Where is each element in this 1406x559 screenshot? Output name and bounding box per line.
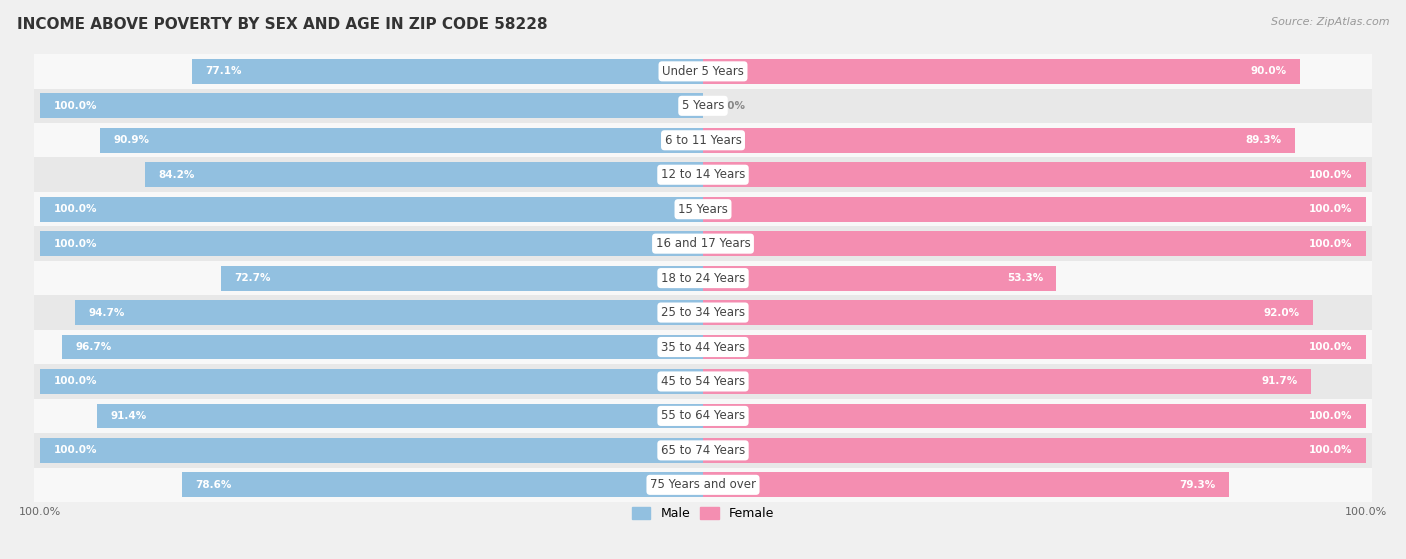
Bar: [703, 438, 1365, 463]
Bar: [34, 433, 1372, 468]
Text: 55 to 64 Years: 55 to 64 Years: [661, 409, 745, 423]
Bar: [703, 231, 1365, 256]
Bar: [34, 261, 1372, 295]
Text: 16 and 17 Years: 16 and 17 Years: [655, 237, 751, 250]
Bar: [62, 335, 703, 359]
Text: INCOME ABOVE POVERTY BY SEX AND AGE IN ZIP CODE 58228: INCOME ABOVE POVERTY BY SEX AND AGE IN Z…: [17, 17, 547, 32]
Text: 96.7%: 96.7%: [76, 342, 111, 352]
Bar: [34, 123, 1372, 158]
Bar: [97, 404, 703, 428]
Text: 45 to 54 Years: 45 to 54 Years: [661, 375, 745, 388]
Bar: [193, 59, 703, 84]
Bar: [221, 266, 703, 291]
Text: 100.0%: 100.0%: [1309, 239, 1353, 249]
Bar: [76, 300, 703, 325]
Text: 100.0%: 100.0%: [53, 446, 97, 456]
Text: 89.3%: 89.3%: [1246, 135, 1282, 145]
Bar: [34, 54, 1372, 88]
Text: 91.7%: 91.7%: [1261, 376, 1298, 386]
Bar: [703, 162, 1365, 187]
Text: 100.0%: 100.0%: [53, 101, 97, 111]
Bar: [34, 158, 1372, 192]
Bar: [34, 364, 1372, 399]
Text: 78.6%: 78.6%: [195, 480, 232, 490]
Text: 91.4%: 91.4%: [111, 411, 146, 421]
Text: 65 to 74 Years: 65 to 74 Years: [661, 444, 745, 457]
Bar: [41, 369, 703, 394]
Bar: [34, 468, 1372, 502]
Bar: [145, 162, 703, 187]
Bar: [703, 472, 1229, 498]
Bar: [34, 330, 1372, 364]
Bar: [100, 128, 703, 153]
Text: 77.1%: 77.1%: [205, 67, 242, 77]
Text: 84.2%: 84.2%: [157, 170, 194, 180]
Bar: [34, 88, 1372, 123]
Bar: [703, 197, 1365, 221]
Bar: [34, 192, 1372, 226]
Text: 72.7%: 72.7%: [235, 273, 271, 283]
Bar: [41, 197, 703, 221]
Text: 94.7%: 94.7%: [89, 307, 125, 318]
Text: Source: ZipAtlas.com: Source: ZipAtlas.com: [1271, 17, 1389, 27]
Text: 100.0%: 100.0%: [1309, 342, 1353, 352]
Text: 100.0%: 100.0%: [20, 507, 62, 517]
Text: 90.9%: 90.9%: [114, 135, 149, 145]
Text: 100.0%: 100.0%: [1309, 204, 1353, 214]
Text: 92.0%: 92.0%: [1264, 307, 1299, 318]
Bar: [703, 128, 1295, 153]
Text: 100.0%: 100.0%: [53, 239, 97, 249]
Bar: [703, 59, 1299, 84]
Text: 100.0%: 100.0%: [53, 376, 97, 386]
Text: 25 to 34 Years: 25 to 34 Years: [661, 306, 745, 319]
Bar: [34, 295, 1372, 330]
Text: 53.3%: 53.3%: [1007, 273, 1043, 283]
Text: 35 to 44 Years: 35 to 44 Years: [661, 340, 745, 353]
Text: 100.0%: 100.0%: [1309, 170, 1353, 180]
Bar: [41, 438, 703, 463]
Text: 18 to 24 Years: 18 to 24 Years: [661, 272, 745, 285]
Text: 100.0%: 100.0%: [53, 204, 97, 214]
Text: 6 to 11 Years: 6 to 11 Years: [665, 134, 741, 147]
Text: 100.0%: 100.0%: [1309, 411, 1353, 421]
Text: 12 to 14 Years: 12 to 14 Years: [661, 168, 745, 181]
Text: 0.0%: 0.0%: [716, 101, 745, 111]
Bar: [41, 93, 703, 118]
Bar: [703, 300, 1313, 325]
Bar: [41, 231, 703, 256]
Bar: [703, 404, 1365, 428]
Text: Under 5 Years: Under 5 Years: [662, 65, 744, 78]
Text: 15 Years: 15 Years: [678, 203, 728, 216]
Bar: [703, 369, 1310, 394]
Text: 79.3%: 79.3%: [1180, 480, 1215, 490]
Bar: [34, 226, 1372, 261]
Text: 90.0%: 90.0%: [1250, 67, 1286, 77]
Text: 75 Years and over: 75 Years and over: [650, 479, 756, 491]
Bar: [703, 335, 1365, 359]
Bar: [703, 266, 1056, 291]
Legend: Male, Female: Male, Female: [630, 505, 776, 523]
Bar: [181, 472, 703, 498]
Text: 5 Years: 5 Years: [682, 100, 724, 112]
Text: 100.0%: 100.0%: [1309, 446, 1353, 456]
Text: 100.0%: 100.0%: [1344, 507, 1386, 517]
Bar: [34, 399, 1372, 433]
